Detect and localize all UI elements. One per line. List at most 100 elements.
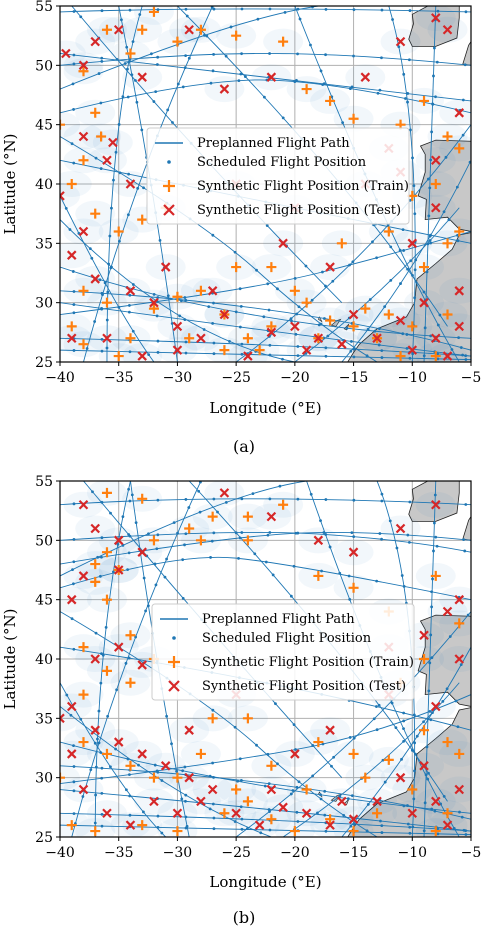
scheduled-position-dot bbox=[207, 305, 211, 309]
scheduled-position-dot bbox=[134, 79, 137, 82]
test-point-marker bbox=[108, 137, 118, 148]
scheduled-position-dot bbox=[296, 52, 299, 56]
scheduled-position-dot bbox=[72, 303, 76, 306]
scheduled-position-dot bbox=[105, 318, 109, 322]
train-point-marker bbox=[419, 95, 430, 106]
scheduled-position-dot bbox=[72, 108, 75, 111]
scheduled-position-dot bbox=[380, 831, 384, 834]
scheduled-position-dot bbox=[411, 273, 414, 277]
scheduled-position-dot bbox=[208, 774, 212, 778]
scheduled-position-dot bbox=[380, 349, 384, 353]
scheduled-position-dot bbox=[142, 186, 145, 190]
flight-path bbox=[94, 481, 131, 837]
train-point-marker bbox=[372, 808, 383, 819]
y-tick-label: 55 bbox=[35, 0, 53, 15]
scheduled-position-dot bbox=[212, 531, 216, 535]
train-point-marker bbox=[348, 113, 359, 124]
test-point-marker bbox=[184, 725, 194, 735]
scheduled-position-dot bbox=[184, 340, 188, 344]
y-tick-labels-a: 25 30 35 40 45 50 55 bbox=[35, 0, 60, 371]
scheduled-position-dot bbox=[99, 101, 103, 105]
island-landmass bbox=[317, 316, 323, 323]
scheduled-position-dot bbox=[324, 53, 327, 57]
y-tick-label: 35 bbox=[35, 711, 53, 727]
scheduled-position-dot bbox=[389, 278, 393, 282]
x-tick-label: −35 bbox=[104, 845, 134, 861]
test-point-marker bbox=[266, 511, 277, 522]
train-point-marker bbox=[125, 630, 136, 641]
uncertainty-halos-b bbox=[60, 481, 471, 837]
scheduled-position-dot bbox=[72, 780, 76, 784]
test-point-marker bbox=[395, 315, 406, 326]
scheduled-position-dot bbox=[99, 681, 103, 685]
scheduled-position-dot bbox=[311, 774, 315, 778]
train-point-marker bbox=[66, 179, 77, 189]
scheduled-position-dot bbox=[72, 53, 76, 57]
y-tick-label: 40 bbox=[35, 652, 53, 668]
scheduled-position-dot bbox=[406, 267, 409, 271]
train-point-marker bbox=[313, 737, 324, 748]
test-point-marker bbox=[278, 802, 288, 813]
scheduled-position-dot bbox=[72, 647, 76, 651]
scheduled-position-dot bbox=[212, 775, 215, 779]
scheduled-position-dot bbox=[267, 308, 271, 312]
train-point-marker bbox=[301, 784, 312, 795]
legend-plus-swatch-b bbox=[168, 656, 180, 668]
scheduled-position-dot bbox=[208, 807, 212, 811]
scheduled-position-dot bbox=[100, 60, 104, 63]
test-point-marker bbox=[66, 701, 77, 712]
scheduled-position-dot bbox=[428, 234, 432, 238]
legend-label-path-a: Preplanned Flight Path bbox=[197, 136, 350, 151]
train-point-marker bbox=[148, 535, 159, 546]
train-point-marker bbox=[442, 238, 453, 249]
scheduled-position-dot bbox=[464, 503, 468, 506]
scheduled-position-dot bbox=[461, 133, 465, 137]
scheduled-position-dot bbox=[212, 341, 216, 345]
scheduled-position-dot bbox=[98, 574, 102, 578]
y-tick-label: 55 bbox=[35, 474, 53, 490]
scheduled-position-dot bbox=[304, 264, 308, 268]
train-point-marker bbox=[266, 814, 277, 825]
test-point-marker bbox=[113, 24, 124, 35]
scheduled-position-dot bbox=[283, 10, 287, 14]
train-point-marker bbox=[360, 303, 371, 314]
test-point-marker bbox=[266, 327, 277, 338]
scheduled-position-dot bbox=[413, 268, 417, 272]
scheduled-position-dot bbox=[402, 72, 406, 76]
plot-frame-a bbox=[59, 5, 472, 363]
scheduled-position-dot bbox=[412, 713, 416, 717]
scheduled-position-dot bbox=[184, 351, 188, 355]
scheduled-position-dot bbox=[105, 346, 109, 350]
scheduled-position-dot bbox=[97, 709, 101, 713]
scheduled-position-dot bbox=[352, 498, 356, 502]
scheduled-position-dot bbox=[107, 262, 111, 266]
scheduled-position-dot bbox=[234, 531, 238, 535]
scheduled-position-dot bbox=[320, 569, 323, 573]
scheduled-position-dot bbox=[413, 212, 417, 216]
test-point-marker bbox=[66, 749, 77, 759]
scheduled-position-dot bbox=[432, 74, 435, 78]
scheduled-position-dot bbox=[348, 263, 351, 267]
test-point-marker bbox=[219, 84, 230, 94]
scheduled-position-dot bbox=[422, 829, 426, 833]
scheduled-position-dot bbox=[211, 761, 215, 765]
scheduled-position-dot bbox=[323, 789, 327, 793]
scheduled-position-dot bbox=[409, 128, 412, 132]
scheduled-position-dot bbox=[401, 332, 405, 336]
scheduled-position-dot bbox=[407, 540, 411, 544]
legend-box-a bbox=[146, 127, 410, 225]
scheduled-position-dot bbox=[311, 744, 315, 747]
scheduled-position-dot bbox=[72, 789, 76, 793]
scheduled-position-dot bbox=[458, 810, 461, 814]
train-point-marker bbox=[336, 238, 347, 249]
scheduled-position-dot bbox=[71, 270, 75, 273]
scheduled-position-dot bbox=[183, 765, 187, 769]
scheduled-position-dot bbox=[436, 832, 440, 836]
scheduled-position-dot bbox=[381, 758, 385, 762]
scheduled-position-dot bbox=[224, 54, 228, 58]
scheduled-position-dot bbox=[408, 825, 412, 829]
scheduled-position-dot bbox=[427, 689, 431, 693]
scheduled-position-dot bbox=[72, 765, 76, 768]
scheduled-position-dot bbox=[319, 797, 323, 801]
test-point-marker bbox=[372, 333, 382, 344]
